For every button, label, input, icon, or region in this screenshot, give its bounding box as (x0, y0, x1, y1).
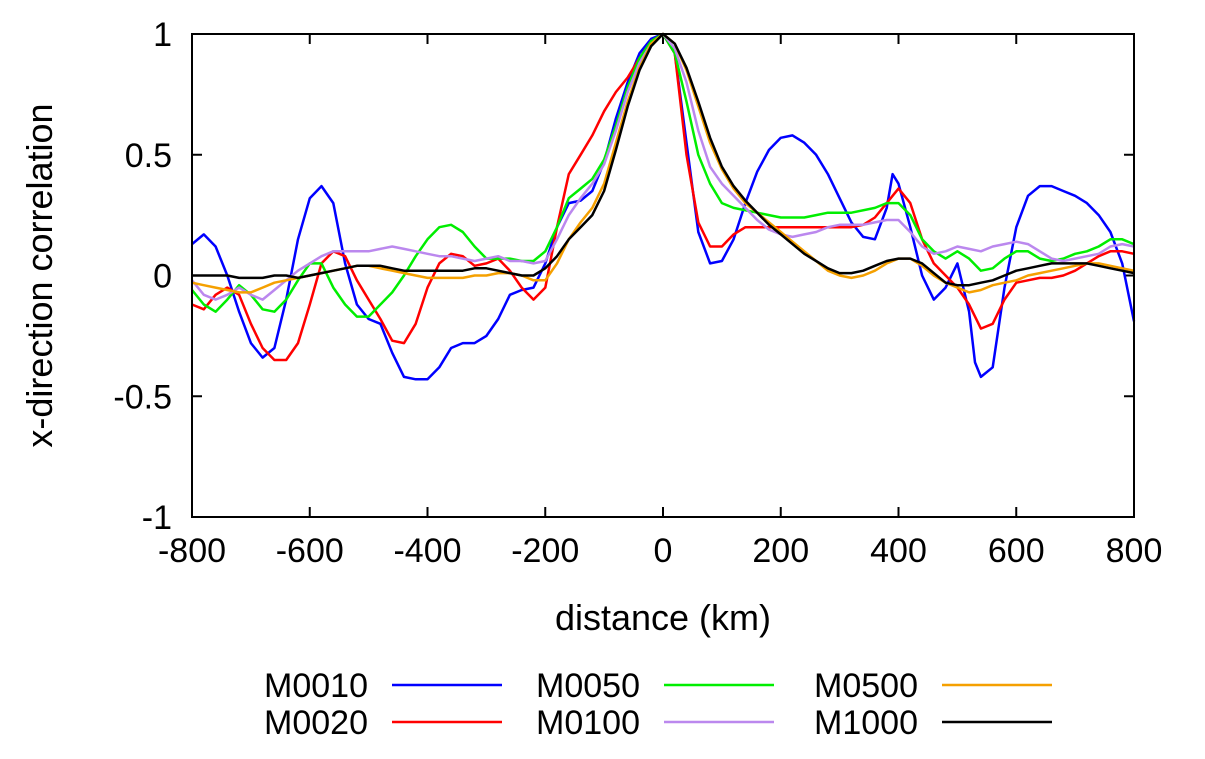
y-tick-label: -1 (142, 499, 172, 537)
y-axis-label: x-direction correlation (19, 103, 60, 447)
series-layer (191, 32, 1136, 381)
tick-layer: -800 -600 -400 -200 0 200 400 600 800 -1 -0.5 0 0.5 1 (113, 16, 1162, 570)
plot-frame (191, 33, 1135, 518)
x-axis-label: distance (km) (555, 597, 771, 638)
x-tick-label: 200 (752, 532, 809, 570)
series-line-m0020 (191, 32, 1135, 362)
x-tick-label: 400 (870, 532, 927, 570)
series-line-m0500 (191, 32, 1135, 294)
y-tick-label: -0.5 (113, 378, 172, 416)
legend-label-m0020: M0020 (264, 704, 368, 742)
x-tick-label: -400 (393, 532, 461, 570)
legend-label-m0050: M0050 (536, 667, 640, 705)
series-line-m0100 (191, 32, 1135, 301)
x-tick-label: 0 (654, 532, 673, 570)
y-tick-label: 0.5 (125, 137, 172, 175)
legend-label-m0010: M0010 (264, 667, 368, 705)
y-tick-label: 0 (153, 258, 172, 296)
legend-label-m0500: M0500 (814, 667, 918, 705)
series-line-m0010 (191, 32, 1136, 381)
legend-label-m1000: M1000 (814, 704, 918, 742)
x-tick-label: -800 (158, 532, 226, 570)
x-tick-label: -600 (276, 532, 344, 570)
y-tick-label: 1 (153, 16, 172, 54)
legend-label-m0100: M0100 (536, 704, 640, 742)
x-tick-label: 800 (1106, 532, 1163, 570)
series-line-m0050 (191, 32, 1135, 318)
x-tick-label: 600 (988, 532, 1045, 570)
x-tick-label: -200 (511, 532, 579, 570)
